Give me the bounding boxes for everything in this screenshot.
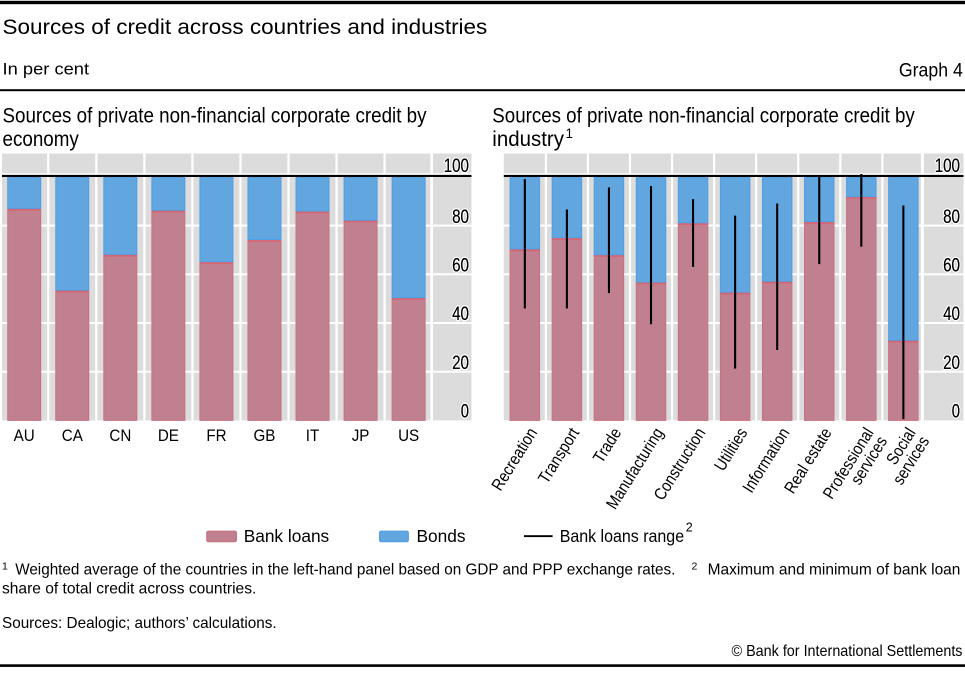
svg-text:© Bank for International Settl: © Bank for International Settlements (732, 643, 963, 660)
svg-text:100: 100 (935, 156, 960, 177)
svg-text:Weighted average of the countr: Weighted average of the countries in the… (15, 561, 675, 578)
svg-text:80: 80 (452, 207, 469, 228)
svg-text:Sources of private non-financi: Sources of private non-financial corpora… (3, 104, 427, 128)
svg-text:CN: CN (109, 427, 131, 445)
svg-text:20: 20 (943, 353, 960, 374)
svg-text:100: 100 (444, 156, 469, 177)
svg-text:AU: AU (14, 427, 35, 445)
svg-text:economy: economy (3, 127, 80, 151)
svg-text:60: 60 (943, 256, 960, 277)
svg-text:60: 60 (452, 256, 469, 277)
svg-text:JP: JP (352, 427, 370, 445)
svg-text:100: 100 (935, 156, 960, 177)
svg-text:20: 20 (452, 353, 469, 374)
svg-text:1: 1 (2, 560, 8, 572)
svg-text:1: 1 (566, 126, 574, 141)
svg-text:Bank loans: Bank loans (244, 526, 330, 546)
svg-text:2: 2 (686, 521, 693, 535)
svg-text:0: 0 (461, 402, 469, 423)
svg-text:40: 40 (943, 304, 960, 325)
svg-text:industry: industry (492, 127, 564, 151)
svg-text:40: 40 (452, 304, 469, 325)
svg-text:60: 60 (943, 256, 960, 277)
svg-text:2: 2 (692, 560, 698, 572)
svg-text:DE: DE (158, 427, 179, 445)
svg-text:20: 20 (943, 353, 960, 374)
svg-text:60: 60 (452, 256, 469, 277)
svg-text:20: 20 (452, 353, 469, 374)
svg-text:Bonds: Bonds (417, 526, 466, 546)
svg-text:40: 40 (943, 304, 960, 325)
svg-text:Graph 4: Graph 4 (899, 61, 963, 82)
svg-text:share of total credit across c: share of total credit across countries. (2, 580, 256, 597)
svg-text:0: 0 (461, 402, 469, 423)
svg-text:0: 0 (952, 402, 960, 423)
svg-text:Sources of credit across count: Sources of credit across countries and i… (3, 15, 488, 39)
svg-text:Maximum and minimum of bank lo: Maximum and minimum of bank loan (708, 561, 961, 578)
svg-text:GB: GB (254, 427, 276, 445)
svg-text:US: US (398, 427, 419, 445)
svg-text:80: 80 (943, 207, 960, 228)
svg-text:Bank loans range: Bank loans range (560, 526, 684, 546)
svg-text:40: 40 (452, 304, 469, 325)
svg-text:Sources: Dealogic; authors’ ca: Sources: Dealogic; authors’ calculations… (2, 615, 277, 632)
svg-text:CA: CA (62, 427, 83, 445)
svg-text:IT: IT (306, 427, 320, 445)
svg-text:100: 100 (444, 156, 469, 177)
svg-text:In per cent: In per cent (3, 61, 90, 79)
svg-text:0: 0 (952, 402, 960, 423)
svg-text:Sources of private non-financi: Sources of private non-financial corpora… (492, 104, 915, 128)
svg-text:FR: FR (206, 427, 226, 445)
svg-text:80: 80 (452, 207, 469, 228)
svg-text:80: 80 (943, 207, 960, 228)
